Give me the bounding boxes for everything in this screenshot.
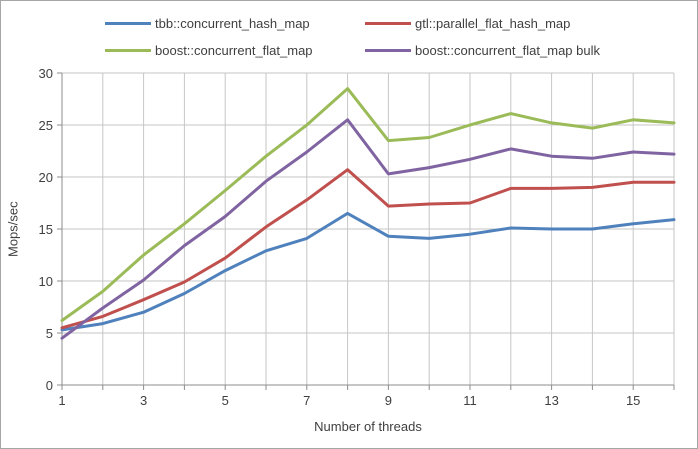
legend-label: boost::concurrent_flat_map bulk (415, 42, 600, 58)
x-tick-label: 11 (463, 393, 477, 408)
y-tick-label: 25 (39, 118, 53, 133)
legend-item-gtl-parallel-flat-hash-map: gtl::parallel_flat_hash_map (365, 15, 570, 31)
y-tick-label: 15 (39, 222, 53, 237)
legend-line-swatch-red (365, 21, 411, 25)
legend-line-swatch-purple (365, 48, 411, 52)
legend-line-swatch-blue (105, 21, 151, 25)
y-tick-label: 10 (39, 274, 53, 289)
y-axis-title: Mops/sec (5, 201, 21, 257)
legend-item-boost-concurrent-flat-map-bulk: boost::concurrent_flat_map bulk (365, 42, 600, 58)
legend-line-swatch-green (105, 48, 151, 52)
series-line-2 (60, 87, 676, 322)
legend: tbb::concurrent_hash_map gtl::parallel_f… (1, 1, 697, 67)
legend-label: tbb::concurrent_hash_map (155, 15, 310, 31)
series-line-1 (60, 168, 676, 330)
x-tick-label: 15 (626, 393, 640, 408)
x-tick-label: 9 (385, 393, 392, 408)
x-tick-label: 7 (303, 393, 310, 408)
legend-item-tbb-concurrent-hash-map: tbb::concurrent_hash_map (105, 15, 310, 31)
y-tick-label: 20 (39, 170, 53, 185)
y-tick-label: 30 (39, 66, 53, 81)
x-axis-title: Number of threads (314, 419, 422, 434)
series-line-3 (60, 118, 676, 340)
y-tick-label: 5 (46, 326, 53, 341)
legend-label: boost::concurrent_flat_map (155, 42, 313, 58)
x-tick-label: 13 (544, 393, 558, 408)
x-tick-label: 1 (58, 393, 65, 408)
y-tick-label: 0 (46, 378, 53, 393)
series-line-0 (60, 211, 676, 332)
x-tick-label: 5 (222, 393, 229, 408)
legend-label: gtl::parallel_flat_hash_map (415, 15, 571, 31)
x-tick-label: 3 (140, 393, 147, 408)
legend-item-boost-concurrent-flat-map: boost::concurrent_flat_map (105, 42, 313, 58)
